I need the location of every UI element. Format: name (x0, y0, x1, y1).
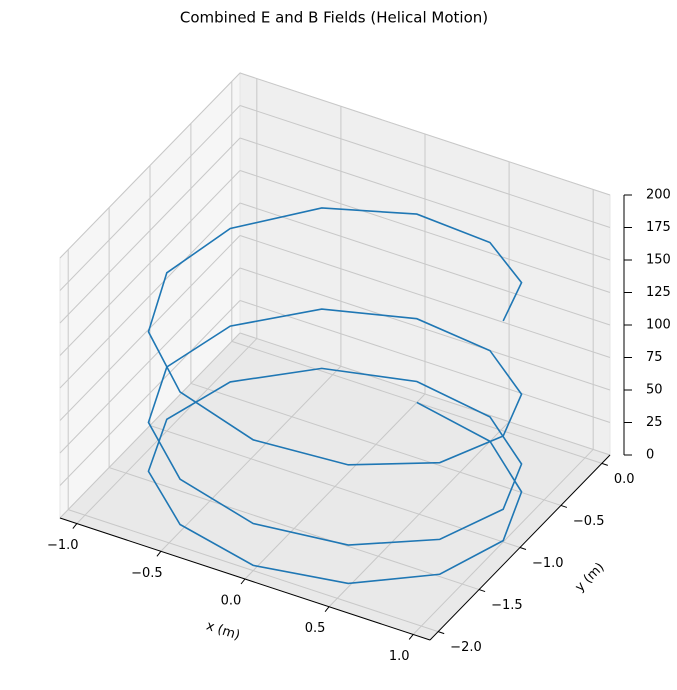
z-tick-label: 175 (646, 220, 671, 235)
z-tick-label: 150 (646, 253, 671, 268)
x-tick-label: 0.5 (305, 621, 326, 636)
grid-line (108, 467, 480, 591)
grid-line (59, 300, 241, 486)
grid-line (59, 72, 241, 259)
tick-mark (478, 589, 486, 593)
x-tick-label: 1.0 (389, 649, 410, 664)
grid-line (190, 382, 562, 506)
grid-line (68, 509, 439, 633)
z-tick-label: 125 (646, 285, 671, 300)
tick-mark (240, 578, 246, 585)
z-tick-label: 50 (646, 383, 663, 398)
axis-line (429, 454, 611, 641)
y-tick-label: 0.0 (614, 472, 635, 487)
grid-line (239, 170, 611, 293)
grid-line (239, 137, 611, 261)
chart-title: Combined E and B Fields (Helical Motion) (180, 9, 488, 27)
z-tick-label: 100 (646, 318, 671, 333)
x-tick-label: −1.0 (47, 538, 79, 553)
tick-mark (72, 523, 78, 529)
tick-mark (601, 462, 608, 466)
grid-line (239, 105, 611, 228)
grid-line (239, 72, 611, 196)
y-tick-label: −2.0 (450, 640, 482, 655)
helix-line (147, 207, 523, 585)
grid-line (239, 300, 611, 423)
z-tick-label: 0 (646, 448, 654, 463)
y-tick-label: −1.0 (532, 556, 564, 571)
x-tick-label: 0.0 (221, 594, 242, 609)
grid-line (59, 105, 241, 291)
tick-mark (408, 634, 414, 640)
grid-line (239, 267, 611, 391)
grid-line (59, 170, 241, 356)
tick-mark (156, 550, 162, 557)
tick-mark (560, 504, 568, 508)
z-tick-label: 25 (646, 415, 663, 430)
grid-line (239, 202, 611, 326)
grid-line (149, 425, 521, 548)
grid-line (239, 332, 611, 456)
tick-mark (519, 547, 527, 550)
x-tick-label: −0.5 (131, 566, 163, 581)
grid-line (59, 267, 241, 454)
y-axis-label: y (m) (572, 560, 607, 595)
grid-line (239, 235, 611, 358)
y-tick-label: −1.5 (491, 598, 523, 613)
tick-mark (324, 606, 330, 613)
z-tick-label: 200 (646, 188, 671, 203)
x-axis-label: x (m) (204, 619, 242, 644)
axis-line (59, 517, 431, 641)
tick-mark (438, 631, 445, 635)
y-tick-label: −0.5 (573, 514, 605, 529)
grid-line (59, 137, 241, 324)
grid-line (59, 202, 241, 389)
z-tick-label: 75 (646, 350, 663, 365)
